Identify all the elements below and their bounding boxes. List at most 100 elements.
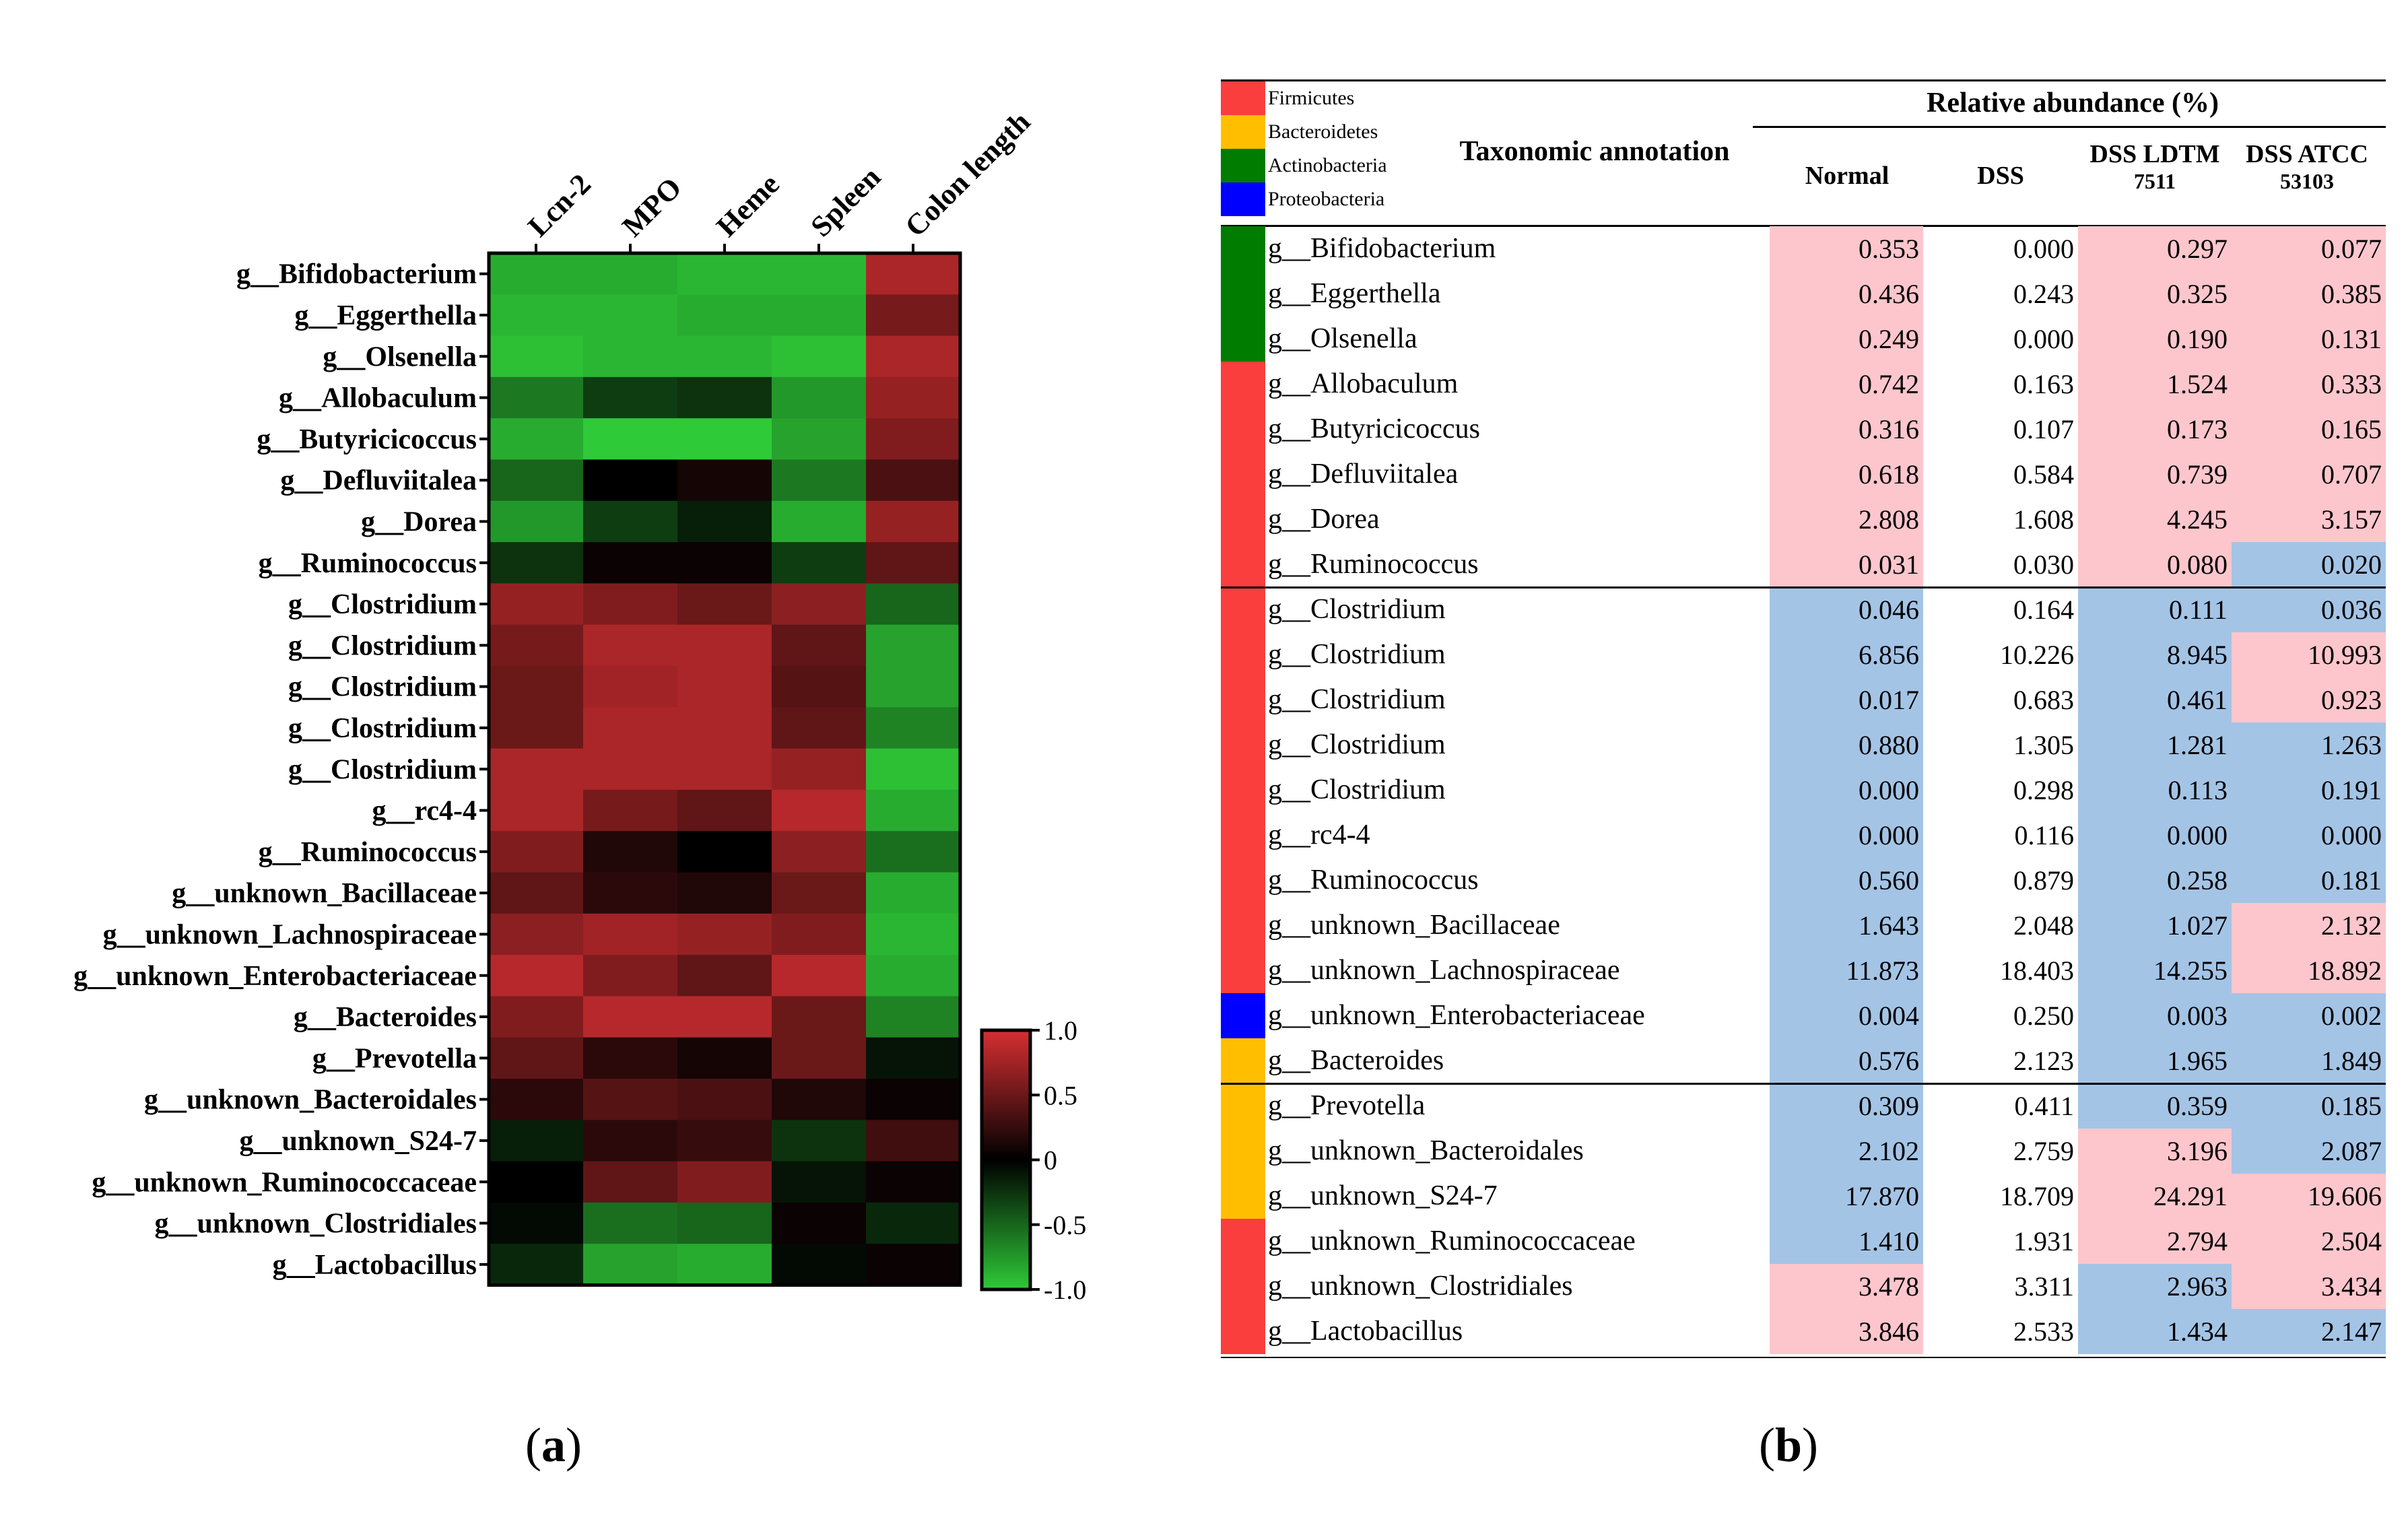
value-cell: 2.102 [1770, 1129, 1923, 1174]
value-cell: 3.157 [2232, 497, 2386, 542]
value-cell: 0.003 [2078, 993, 2232, 1038]
heatmap-cell [489, 624, 584, 667]
value-cell: 10.993 [2232, 632, 2386, 677]
heatmap-cell [866, 996, 961, 1038]
phylum-color-cell [1221, 768, 1265, 813]
column-header-dss: DSS [1977, 162, 2024, 190]
value-cell: 0.880 [1770, 722, 1923, 768]
genus-cell: g__Bifidobacterium [1268, 233, 1496, 264]
value-cell: 0.385 [2232, 271, 2386, 316]
heatmap-cell [772, 500, 867, 543]
phylum-color-cell [1221, 316, 1265, 362]
value-cell: 0.879 [2013, 865, 2074, 896]
heatmap-cell [677, 1244, 772, 1285]
heatmap-cell [866, 1037, 961, 1079]
heatmap-cell [772, 335, 867, 378]
colorbar-tick-label: 0 [1044, 1145, 1057, 1176]
heatmap-cell [489, 955, 584, 997]
value-cell: 0.020 [2232, 542, 2386, 587]
heatmap-cell [489, 789, 584, 832]
heatmap-cell [866, 583, 961, 626]
group-header: Relative abundance (%) [1927, 88, 2219, 119]
heatmap-cell [866, 913, 961, 955]
legend-swatch [1221, 81, 1265, 115]
row-label: g__Prevotella [312, 1043, 477, 1074]
heatmap-cell [489, 872, 584, 914]
heatmap-cell [677, 872, 772, 914]
legend-swatch [1221, 149, 1265, 182]
heatmap-cell [489, 294, 584, 337]
value-cell: 0.190 [2078, 316, 2232, 362]
value-cell: 10.226 [2000, 640, 2074, 670]
heatmap-cell [677, 335, 772, 378]
row-label: g__unknown_Bacteroidales [144, 1085, 477, 1116]
value-cell: 4.245 [2078, 497, 2232, 542]
heatmap-cell [866, 418, 961, 460]
value-cell: 3.196 [2078, 1129, 2232, 1174]
heatmap-cell [866, 789, 961, 832]
row-label: g__unknown_Enterobacteriaceae [73, 961, 477, 992]
heatmap-cell [866, 459, 961, 502]
heatmap-cell [772, 418, 867, 460]
row-label: g__Ruminococcus [259, 548, 477, 579]
heatmap-cell [772, 542, 867, 584]
table-row: g__rc4-4 0.000 0.116 0.000 0.000 [1221, 813, 2386, 858]
row-label: g__Allobaculum [279, 383, 477, 414]
heatmap-cell [866, 707, 961, 749]
value-cell: 1.608 [2013, 504, 2074, 535]
column-header-dss-atcc: DSS ATCC 53103 [2246, 140, 2368, 193]
table-row: g__unknown_Enterobacteriaceae 0.004 0.250 0… [1221, 993, 2386, 1038]
row-label: g__Lactobacillus [273, 1250, 477, 1281]
table-row: g__Dorea 2.808 1.608 4.245 3.157 [1221, 497, 2386, 542]
value-cell: 18.403 [2000, 955, 2074, 986]
heatmap-cell [677, 624, 772, 667]
phylum-color-cell [1221, 722, 1265, 768]
value-cell: 0.181 [2232, 858, 2386, 903]
value-cell: 0.000 [2232, 813, 2386, 858]
value-cell: 2.794 [2078, 1219, 2232, 1264]
value-cell: 0.163 [2013, 369, 2074, 399]
heatmap-cell [583, 1244, 678, 1285]
value-cell: 0.298 [2013, 775, 2074, 805]
heatmap-cell [677, 583, 772, 626]
heatmap-cell [677, 459, 772, 502]
value-cell: 2.963 [2078, 1264, 2232, 1309]
heatmap-cell [866, 294, 961, 337]
heatmap-cell [772, 1120, 867, 1162]
genus-cell: g__rc4-4 [1268, 819, 1370, 850]
table-row: g__unknown_S24-7 17.870 18.709 24.291 19.606 [1221, 1174, 2386, 1219]
abundance-table: Firmicutes Bacteroidetes Actinobacteria Pro… [1221, 79, 2386, 1358]
heatmap-cell [583, 1120, 678, 1162]
heatmap-cell [866, 624, 961, 667]
value-cell: 0.683 [2013, 685, 2074, 715]
heatmap-cell [677, 376, 772, 419]
heatmap-cell [772, 831, 867, 873]
genus-cell: g__unknown_Enterobacteriaceae [1268, 1000, 1645, 1031]
heatmap-cell [866, 1244, 961, 1285]
heatmap-cell [489, 253, 584, 295]
value-cell: 0.359 [2078, 1083, 2232, 1129]
heatmap-cell [489, 459, 584, 502]
value-cell: 2.147 [2232, 1309, 2386, 1354]
phylum-color-cell [1221, 1038, 1265, 1083]
table-header: Firmicutes Bacteroidetes Actinobacteria Pro… [1221, 79, 2386, 230]
panel-label-b: (b) [1759, 1418, 1819, 1472]
value-cell: 2.808 [1770, 497, 1923, 542]
row-label: g__Clostridium [288, 672, 477, 703]
genus-cell: g__Clostridium [1268, 684, 1446, 715]
genus-cell: g__Prevotella [1268, 1090, 1426, 1121]
value-cell: 1.281 [2078, 722, 2232, 768]
phylum-color-cell [1221, 858, 1265, 903]
value-cell: 2.504 [2232, 1219, 2386, 1264]
table-row: g__unknown_Ruminococcaceae 1.410 1.931 2.79… [1221, 1219, 2386, 1264]
heatmap-cell [489, 1120, 584, 1162]
column-header-dss-ldtm: DSS LDTM 7511 [2089, 140, 2220, 193]
phylum-color-cell [1221, 813, 1265, 858]
value-cell: 1.849 [2232, 1038, 2386, 1083]
value-cell: 0.250 [2013, 1001, 2074, 1031]
value-cell: 18.709 [2000, 1181, 2074, 1211]
column-header-normal: Normal [1805, 162, 1889, 190]
value-cell: 0.249 [1770, 316, 1923, 362]
phylum-color-cell [1221, 1174, 1265, 1219]
genus-cell: g__unknown_Ruminococcaceae [1268, 1225, 1636, 1256]
